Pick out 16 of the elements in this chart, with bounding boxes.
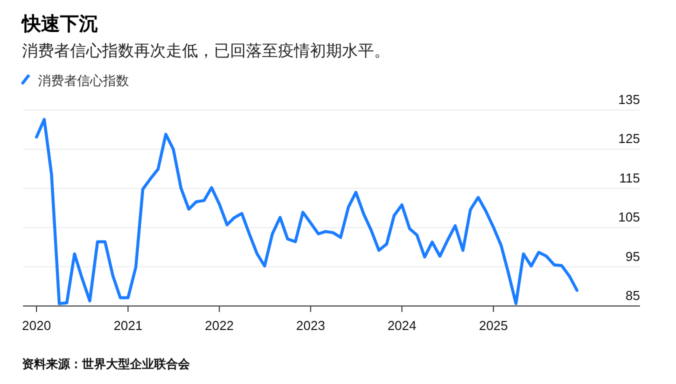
x-tick-label: 2021 (114, 318, 143, 333)
x-tick-label: 2025 (478, 318, 508, 333)
y-tick-label: 105 (618, 210, 640, 225)
chart-subtitle: 消费者信心指数再次走低，已回落至疫情初期水平。 (22, 42, 390, 60)
chart-title: 快速下沉 (20, 13, 98, 35)
y-tick-label: 85 (626, 288, 640, 303)
y-tick-label: 135 (618, 92, 640, 107)
x-tick-label: 2024 (387, 318, 416, 333)
x-tick-label: 2023 (296, 318, 326, 333)
text: 资料来源：世界大型企业联合会 (22, 357, 191, 371)
legend-label: 消费者信心指数 (38, 73, 129, 88)
y-tick-label: 125 (618, 131, 640, 146)
x-tick-label: 2022 (204, 318, 234, 333)
x-tick-label: 2020 (22, 318, 51, 333)
y-tick-label: 95 (626, 248, 640, 264)
y-tick-label: 115 (619, 170, 640, 186)
